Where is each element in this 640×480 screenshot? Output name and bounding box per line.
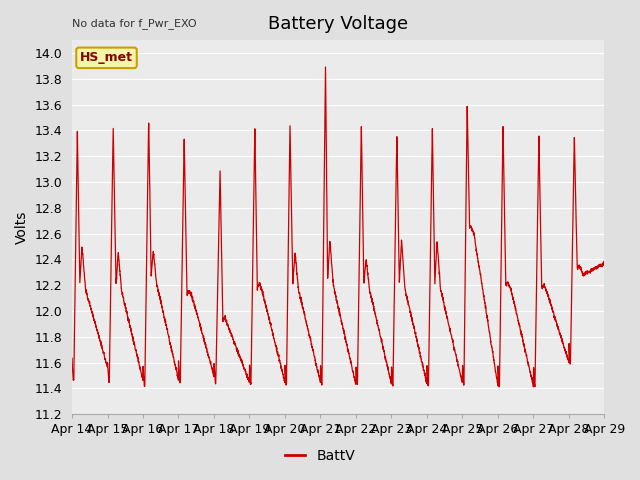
Legend: BattV: BattV — [279, 443, 361, 468]
Y-axis label: Volts: Volts — [15, 210, 29, 244]
Text: No data for f_Pwr_EXO: No data for f_Pwr_EXO — [72, 18, 196, 29]
Title: Battery Voltage: Battery Voltage — [268, 15, 408, 33]
Text: HS_met: HS_met — [80, 51, 133, 64]
